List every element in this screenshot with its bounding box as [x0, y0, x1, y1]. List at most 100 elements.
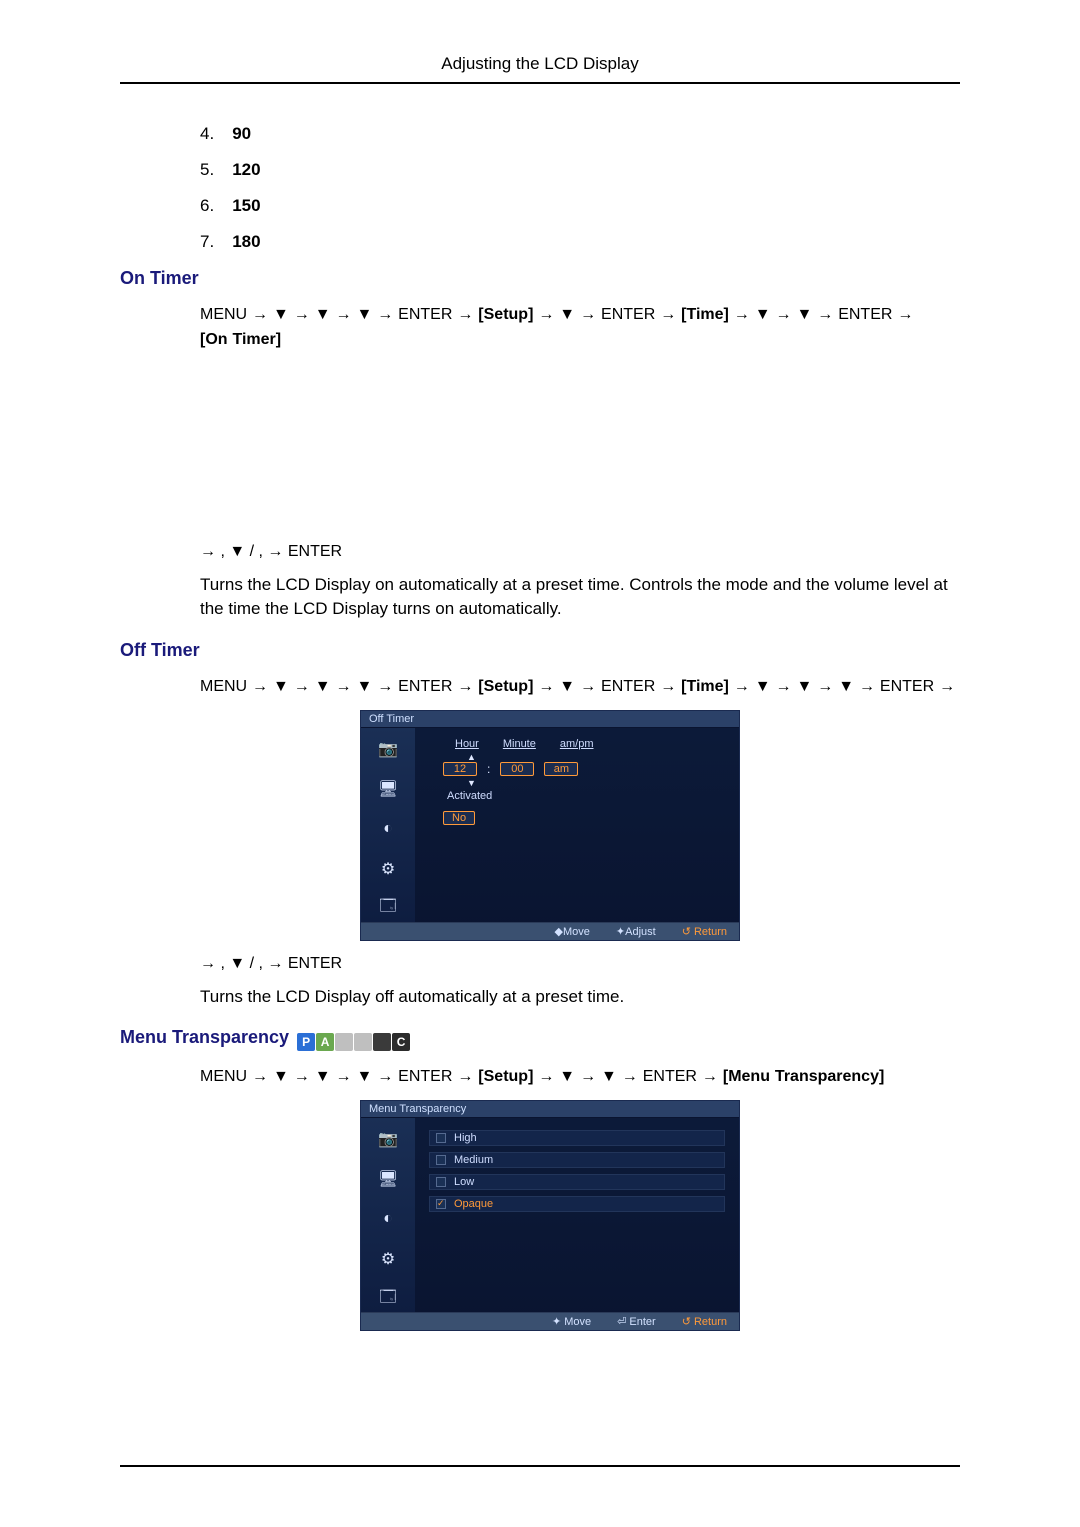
footer-adjust: ✦Adjust	[616, 925, 656, 938]
list-num: 6.	[200, 196, 214, 216]
list-item: 5. 120	[200, 160, 960, 180]
colon: :	[487, 762, 490, 776]
on-timer-desc: Turns the LCD Display on automatically a…	[200, 573, 960, 622]
minute-value[interactable]: 00	[500, 762, 534, 776]
osd-title: Off Timer	[361, 711, 739, 728]
activated-label: Activated	[447, 790, 725, 802]
on-timer-heading: On Timer	[120, 268, 960, 289]
osd-footer: ◆Move ✦Adjust ↺ Return	[361, 922, 739, 940]
sidebar-icon[interactable]: ⚙	[371, 1246, 405, 1272]
transparency-options: High Medium Low Opaque	[429, 1128, 725, 1212]
sidebar-icon[interactable]: 🗔	[371, 896, 405, 922]
hour-label: Hour	[455, 738, 479, 750]
hour-value[interactable]: 12	[443, 762, 477, 776]
radio-icon	[436, 1133, 446, 1143]
option-medium[interactable]: Medium	[429, 1152, 725, 1168]
path-setup: [Setup]	[478, 306, 533, 323]
sidebar-icon[interactable]: ⚙	[371, 856, 405, 882]
list-item: 7. 180	[200, 232, 960, 252]
footer-enter: ⏎ Enter	[617, 1315, 656, 1328]
footer-return: ↺ Return	[682, 925, 727, 938]
on-timer-subline: → , ▼ / , → ENTER	[200, 543, 960, 561]
list-num: 5.	[200, 160, 214, 180]
osd-title: Menu Transparency	[361, 1101, 739, 1118]
list-val: 90	[232, 124, 251, 144]
sidebar-icon[interactable]: 📷	[371, 736, 405, 762]
path-pre: MENU → ▼ → ▼ → ▼ → ENTER →	[200, 306, 478, 323]
off-timer-path: MENU → ▼ → ▼ → ▼ → ENTER → [Setup] → ▼ →…	[200, 675, 960, 700]
path-mid1: → ▼ → ▼ → ENTER →	[533, 1068, 722, 1085]
sidebar-icon[interactable]: 🗔	[371, 1286, 405, 1312]
numbered-list: 4. 90 5. 120 6. 150 7. 180	[200, 124, 960, 252]
path-mid1: → ▼ → ENTER →	[533, 678, 681, 695]
list-item: 6. 150	[200, 196, 960, 216]
sidebar-icon[interactable]: 🖥	[371, 1166, 405, 1192]
off-timer-heading: Off Timer	[120, 640, 960, 661]
path-mid2: → ▼ → ▼ → ▼ → ENTER →	[729, 678, 955, 695]
sidebar-icon[interactable]: ◐	[371, 1206, 405, 1232]
timer-values: 12 : 00 am	[443, 762, 725, 776]
radio-icon	[436, 1177, 446, 1187]
osd-sidebar: 📷 🖥 ◐ ⚙ 🗔	[361, 1118, 415, 1312]
list-val: 150	[232, 196, 260, 216]
path-setup: [Setup]	[478, 1068, 533, 1085]
list-num: 4.	[200, 124, 214, 144]
list-val: 180	[232, 232, 260, 252]
bottom-divider	[120, 1465, 960, 1467]
option-high[interactable]: High	[429, 1130, 725, 1146]
osd-footer: ✦ Move ⏎ Enter ↺ Return	[361, 1312, 739, 1330]
radio-icon	[436, 1199, 446, 1209]
path-on-timer: [On Timer]	[200, 331, 281, 348]
heading-text: Menu Transparency	[120, 1027, 289, 1047]
on-timer-path: MENU → ▼ → ▼ → ▼ → ENTER → [Setup] → ▼ →…	[200, 303, 960, 353]
sidebar-icon[interactable]: 🖥	[371, 776, 405, 802]
off-timer-desc: Turns the LCD Display off automatically …	[200, 985, 960, 1010]
badge	[335, 1033, 353, 1051]
top-divider	[120, 82, 960, 84]
footer-return: ↺ Return	[682, 1315, 727, 1328]
path-setup: [Setup]	[478, 678, 533, 695]
list-val: 120	[232, 160, 260, 180]
radio-icon	[436, 1155, 446, 1165]
path-time: [Time]	[681, 678, 729, 695]
option-opaque[interactable]: Opaque	[429, 1196, 725, 1212]
path-mid2: → ▼ → ▼ → ENTER →	[729, 306, 914, 323]
menu-trans-path: MENU → ▼ → ▼ → ▼ → ENTER → [Setup] → ▼ →…	[200, 1065, 960, 1090]
option-label: Medium	[454, 1154, 493, 1166]
timer-headers: Hour Minute am/pm	[455, 738, 725, 750]
osd-menu-transparency: Menu Transparency 📷 🖥 ◐ ⚙ 🗔 High Medium …	[360, 1100, 740, 1331]
activated-value[interactable]: No	[443, 811, 475, 825]
minute-label: Minute	[503, 738, 536, 750]
ampm-label: am/pm	[560, 738, 594, 750]
down-arrow-icon[interactable]: ▼	[467, 778, 725, 788]
osd-sidebar: 📷 🖥 ◐ ⚙ 🗔	[361, 728, 415, 922]
footer-move: ◆Move	[555, 925, 590, 938]
option-low[interactable]: Low	[429, 1174, 725, 1190]
badge: P	[297, 1033, 315, 1051]
sidebar-icon[interactable]: ◐	[371, 816, 405, 842]
footer-move: ✦ Move	[552, 1315, 591, 1328]
sidebar-icon[interactable]: 📷	[371, 1126, 405, 1152]
image-placeholder-gap	[120, 363, 960, 539]
ampm-value[interactable]: am	[544, 762, 578, 776]
source-badges: P A C	[297, 1033, 410, 1051]
path-tail: [Menu Transparency]	[723, 1068, 884, 1085]
badge: C	[392, 1033, 410, 1051]
menu-transparency-heading: Menu Transparency P A C	[120, 1027, 960, 1051]
path-pre: MENU → ▼ → ▼ → ▼ → ENTER →	[200, 678, 478, 695]
list-item: 4. 90	[200, 124, 960, 144]
path-pre: MENU → ▼ → ▼ → ▼ → ENTER →	[200, 1068, 478, 1085]
badge	[373, 1033, 391, 1051]
path-time: [Time]	[681, 306, 729, 323]
up-arrow-icon[interactable]: ▲	[467, 752, 725, 762]
option-label: Opaque	[454, 1198, 493, 1210]
osd-off-timer: Off Timer 📷 🖥 ◐ ⚙ 🗔 Hour Minute am/pm ▲ …	[360, 710, 740, 941]
off-timer-subline: → , ▼ / , → ENTER	[200, 955, 960, 973]
path-mid1: → ▼ → ENTER →	[533, 306, 681, 323]
page-header: Adjusting the LCD Display	[120, 54, 960, 82]
badge	[354, 1033, 372, 1051]
option-label: Low	[454, 1176, 474, 1188]
option-label: High	[454, 1132, 477, 1144]
badge: A	[316, 1033, 334, 1051]
list-num: 7.	[200, 232, 214, 252]
